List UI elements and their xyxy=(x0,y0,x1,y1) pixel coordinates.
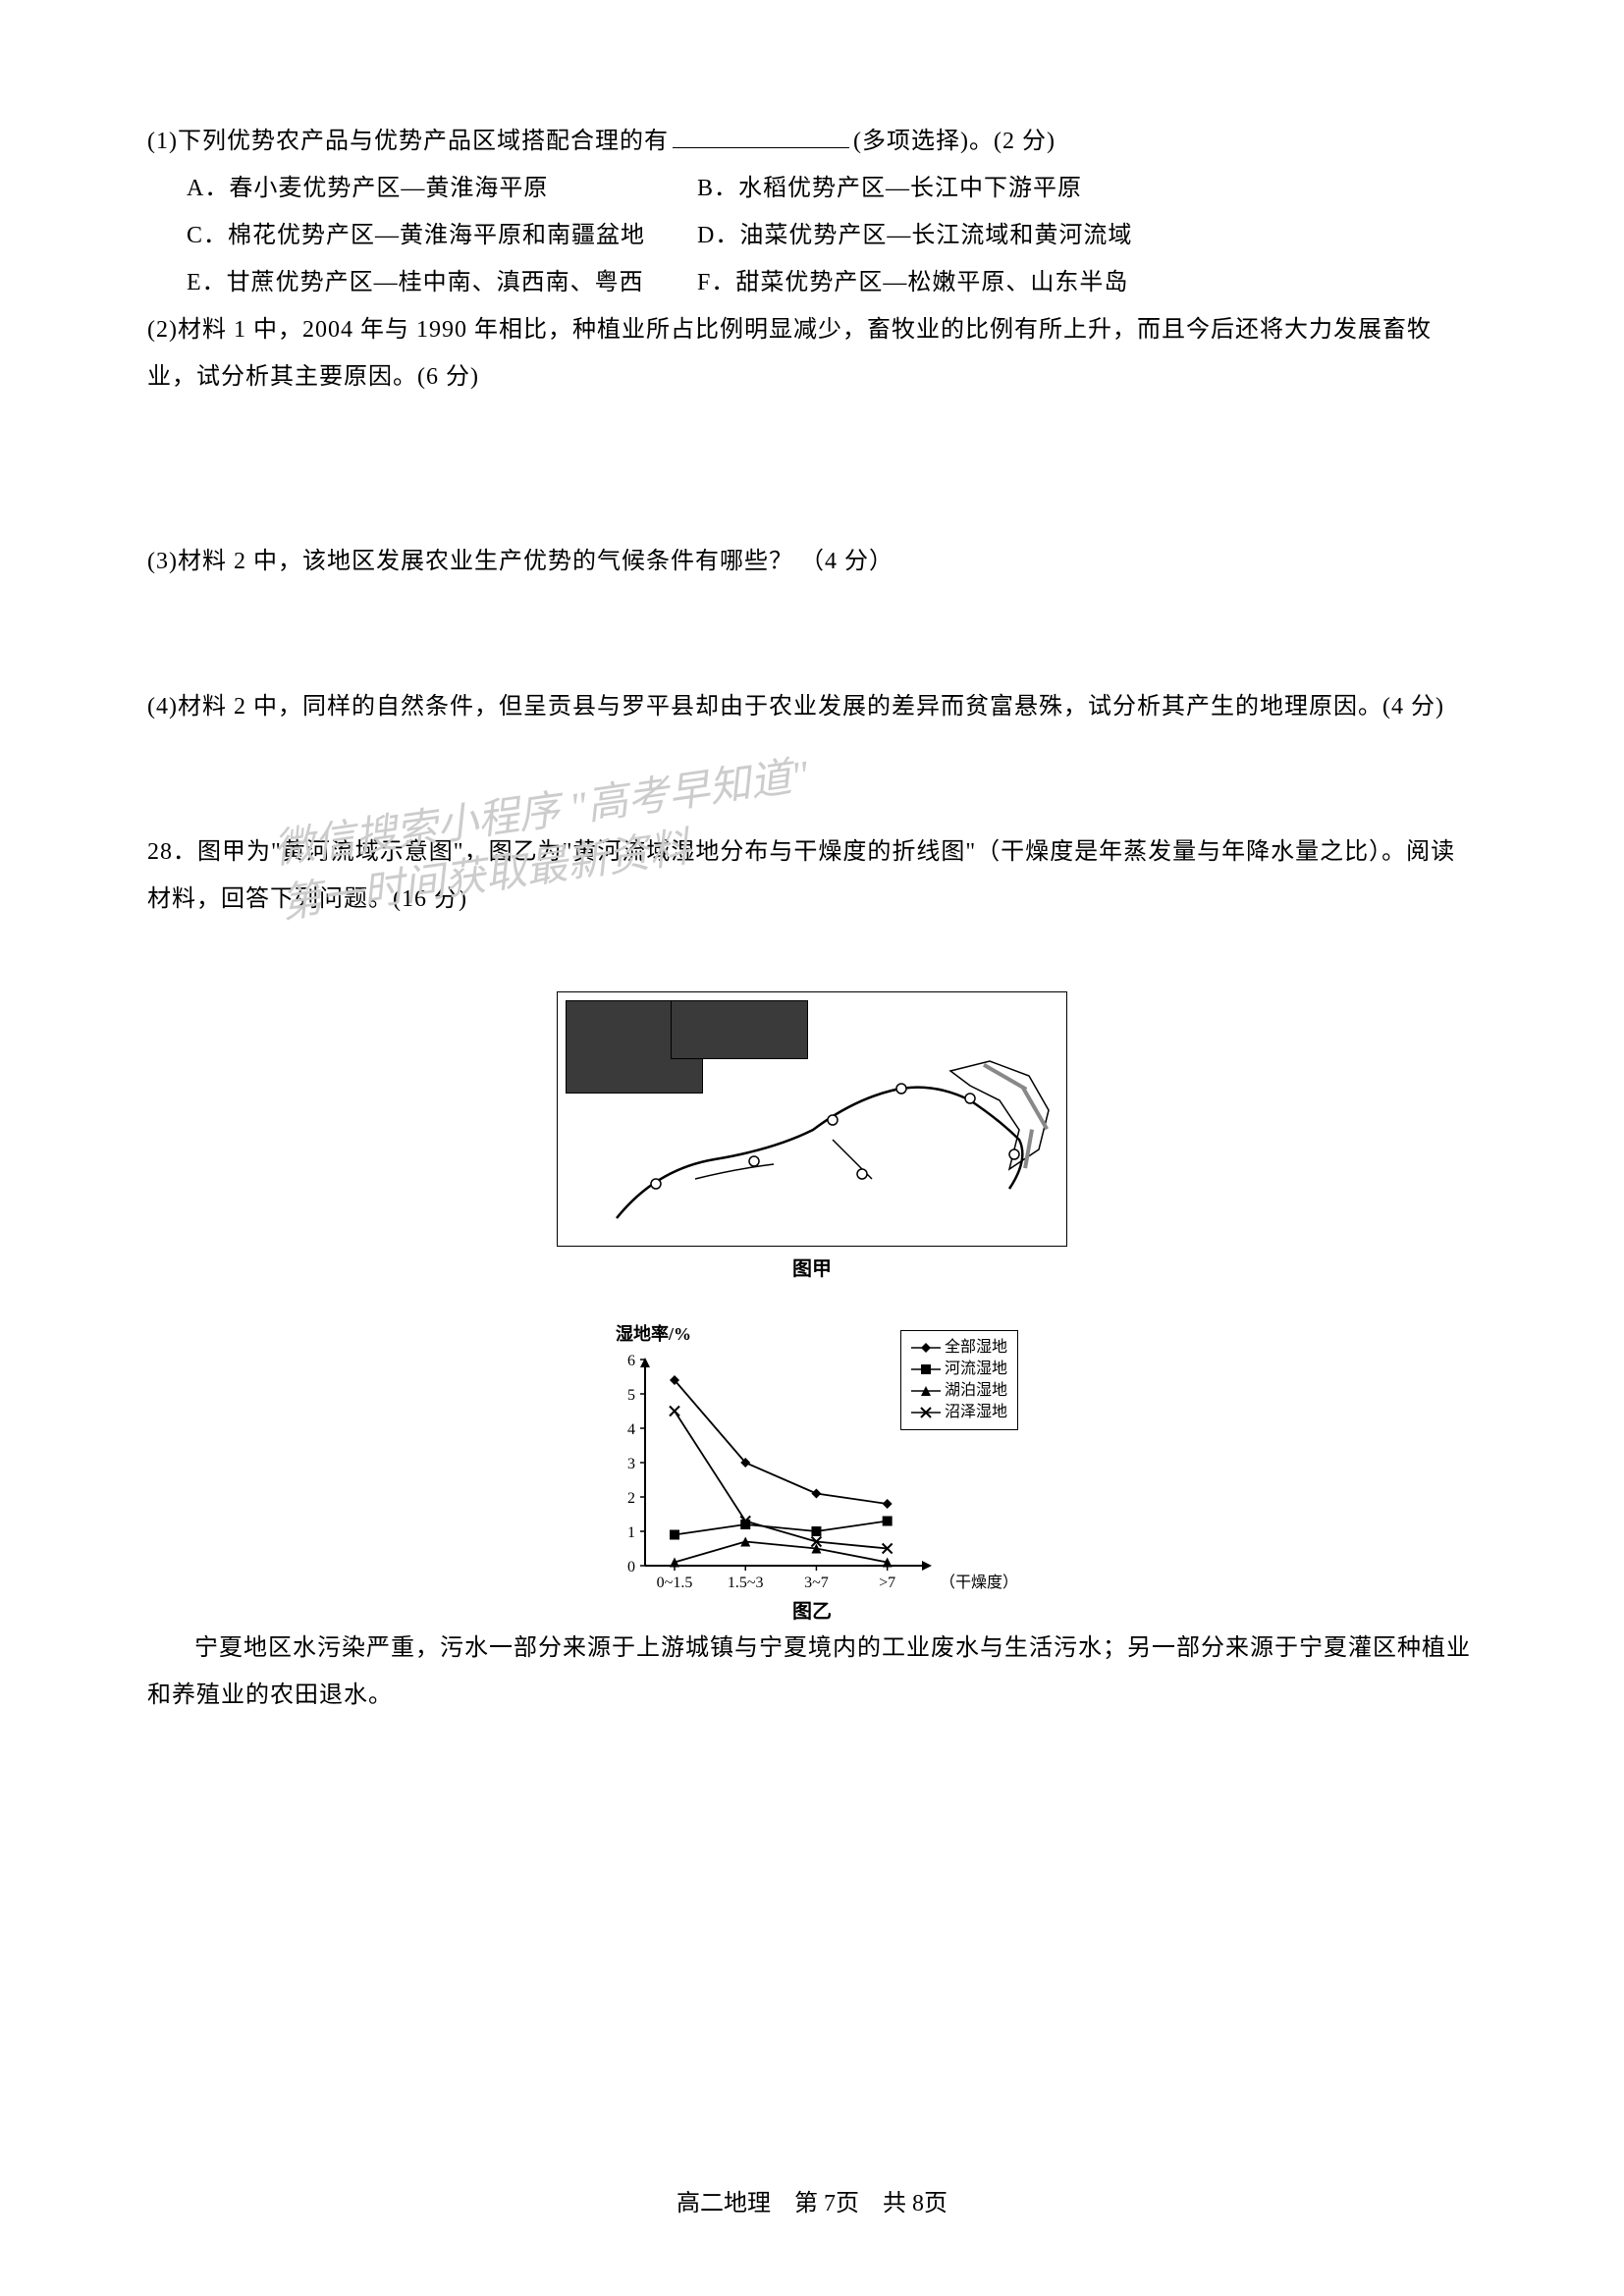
chart-legend: 全部湿地河流湿地湖泊湿地沼泽湿地 xyxy=(900,1330,1018,1430)
q28-intro: 28．图甲为"黄河流域示意图"，图乙为"黄河流域湿地分布与干燥度的折线图"（干燥… xyxy=(147,828,1477,923)
option-b: B．水稻优势产区—长江中下游平原 xyxy=(697,165,1477,212)
chart-ylabel: 湿地率/% xyxy=(616,1323,691,1344)
legend-item: 沼泽湿地 xyxy=(911,1402,1007,1423)
svg-text:6: 6 xyxy=(627,1353,635,1369)
option-row-ab: A．春小麦优势产区—黄淮海平原 B．水稻优势产区—长江中下游平原 xyxy=(147,165,1477,212)
figure-chart-container: 湿地率/% 0 1 2 3 4 5 6 0~1.5 1.5~3 3~7 >7 （干燥度） 全部湿地河流… xyxy=(147,1310,1477,1595)
svg-text:3: 3 xyxy=(627,1456,635,1472)
option-c: C．棉花优势产区—黄淮海平原和南疆盆地 xyxy=(147,212,697,259)
q4-text: (4)材料 2 中，同样的自然条件，但呈贡县与罗平县却由于农业发展的差异而贫富悬… xyxy=(147,683,1477,730)
page-footer: 高二地理 第 7页 共 8页 xyxy=(0,2183,1624,2217)
svg-text:3~7: 3~7 xyxy=(804,1575,829,1591)
spacer xyxy=(147,730,1477,828)
figure-map-container: 图甲 xyxy=(147,991,1477,1281)
map-yellow-river xyxy=(557,991,1067,1247)
option-a: A．春小麦优势产区—黄淮海平原 xyxy=(147,165,697,212)
option-f: F．甜菜优势产区—松嫩平原、山东半岛 xyxy=(697,259,1477,306)
chart-caption: 图乙 xyxy=(596,1595,1028,1624)
q1-suffix: (多项选择)。(2 分) xyxy=(853,129,1056,154)
spacer xyxy=(147,400,1477,538)
svg-text:5: 5 xyxy=(627,1387,635,1404)
q3-text: (3)材料 2 中，该地区发展农业生产优势的气候条件有哪些？ （4 分） xyxy=(147,538,1477,585)
option-row-ef: E．甘蔗优势产区—桂中南、滇西南、粤西 F．甜菜优势产区—松嫩平原、山东半岛 xyxy=(147,259,1477,306)
map-caption: 图甲 xyxy=(557,1253,1067,1281)
option-d: D．油菜优势产区—长江流域和黄河流域 xyxy=(697,212,1477,259)
svg-text:>7: >7 xyxy=(879,1575,895,1591)
svg-text:1.5~3: 1.5~3 xyxy=(728,1575,764,1591)
legend-item: 全部湿地 xyxy=(911,1337,1007,1359)
svg-text:0: 0 xyxy=(627,1559,635,1575)
q1-prompt: (1)下列优势农产品与优势产品区域搭配合理的有 (多项选择)。(2 分) xyxy=(147,118,1477,165)
option-row-cd: C．棉花优势产区—黄淮海平原和南疆盆地 D．油菜优势产区—长江流域和黄河流域 xyxy=(147,212,1477,259)
q1-prefix: (1)下列优势农产品与优势产品区域搭配合理的有 xyxy=(147,129,669,154)
q28-body: 宁夏地区水污染严重，污水一部分来源于上游城镇与宁夏境内的工业废水与生活污水；另一… xyxy=(147,1625,1477,1719)
chart-box: 湿地率/% 0 1 2 3 4 5 6 0~1.5 1.5~3 3~7 >7 （干燥度） 全部湿地河流… xyxy=(596,1320,1028,1595)
figure-map-box: 图甲 xyxy=(557,991,1067,1281)
blank-line xyxy=(673,125,849,148)
legend-item: 河流湿地 xyxy=(911,1359,1007,1380)
svg-text:0~1.5: 0~1.5 xyxy=(657,1575,693,1591)
legend-item: 湖泊湿地 xyxy=(911,1380,1007,1402)
svg-text:1: 1 xyxy=(627,1524,635,1541)
svg-text:（干燥度）: （干燥度） xyxy=(940,1574,1018,1591)
option-e: E．甘蔗优势产区—桂中南、滇西南、粤西 xyxy=(147,259,697,306)
svg-text:4: 4 xyxy=(627,1421,635,1438)
svg-text:2: 2 xyxy=(627,1490,635,1507)
map-svg xyxy=(558,992,1067,1247)
spacer xyxy=(147,923,1477,962)
spacer xyxy=(147,585,1477,683)
q2-text: (2)材料 1 中，2004 年与 1990 年相比，种植业所占比例明显减少，畜… xyxy=(147,306,1477,400)
